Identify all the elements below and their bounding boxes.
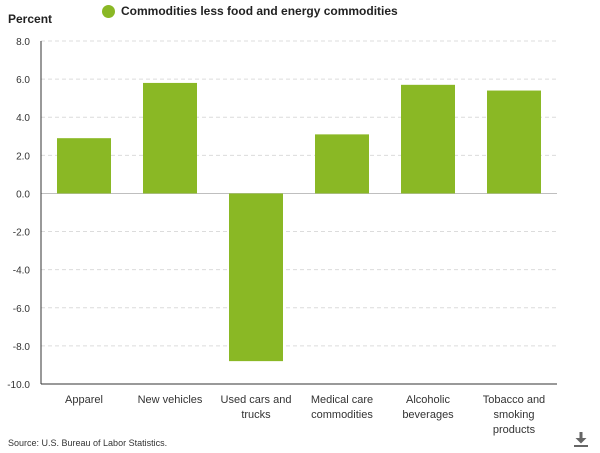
x-tick-label: Apparel <box>65 394 103 406</box>
download-glyph <box>574 432 588 447</box>
x-tick-label: Alcoholic beverages <box>402 394 454 421</box>
legend-swatch <box>102 4 115 18</box>
bar-used-cars-and-trucks <box>229 193 283 362</box>
y-tick-label: 0.0 <box>16 189 30 200</box>
y-tick-label: 2.0 <box>16 151 30 162</box>
y-axis-label: Percent <box>8 12 53 26</box>
y-tick-label: 6.0 <box>16 75 30 86</box>
bar-new-vehicles <box>143 82 197 194</box>
x-tick-label: Medical care commodities <box>311 394 374 421</box>
bar-medical-care-commodities <box>315 134 369 194</box>
legend[interactable]: Commodities less food and energy commodi… <box>102 4 398 18</box>
bar-apparel <box>57 138 111 194</box>
x-tick-label: Used cars and trucks <box>221 394 292 421</box>
y-tick-label: -8.0 <box>13 342 31 353</box>
y-tick-label: 4.0 <box>16 113 30 124</box>
y-tick-label: -6.0 <box>13 304 31 315</box>
y-tick-label: -4.0 <box>13 266 31 277</box>
legend-label: Commodities less food and energy commodi… <box>121 4 398 18</box>
y-tick-label: 8.0 <box>16 37 30 48</box>
bar-alcoholic-beverages <box>401 84 455 194</box>
y-tick-label: -10.0 <box>7 380 30 391</box>
bar-tobacco-and-smoking-products <box>487 90 541 194</box>
download-icon[interactable] <box>572 430 590 448</box>
x-tick-label: New vehicles <box>138 394 203 406</box>
source-note: Source: U.S. Bureau of Labor Statistics. <box>8 438 168 448</box>
x-tick-label: Tobacco and smoking products <box>483 394 545 436</box>
y-tick-label: -2.0 <box>13 228 31 239</box>
